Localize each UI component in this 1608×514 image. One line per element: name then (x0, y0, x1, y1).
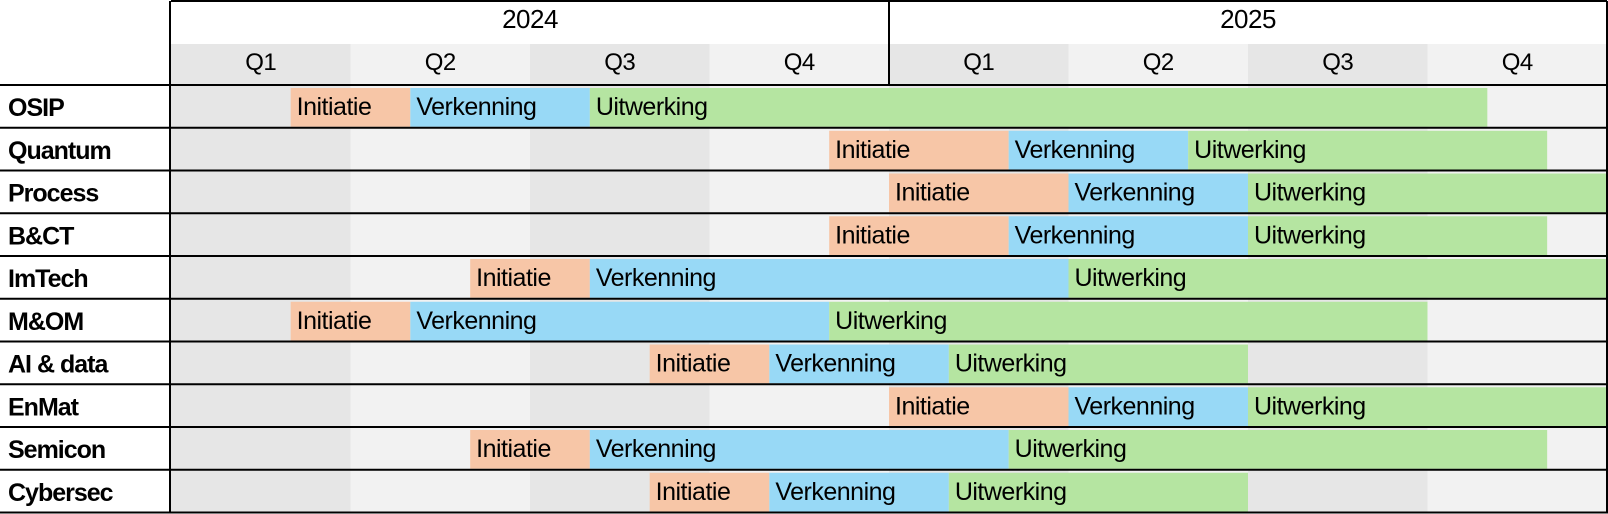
phase-label: Uitwerking (1254, 392, 1366, 420)
phase-bar-verk (769, 344, 949, 384)
phase-bar-init (889, 387, 1069, 426)
phase-label: Uitwerking (1194, 136, 1306, 164)
phase-bar-init (889, 173, 1069, 213)
phase-bar-uitw (1188, 130, 1548, 170)
phase-bar-uitw (1008, 430, 1548, 469)
quarter-label: Q2 (425, 49, 456, 76)
phase-bar-verk (589, 430, 1009, 469)
phase-label: Verkenning (596, 264, 716, 292)
quarter-label: Q1 (963, 49, 994, 76)
phase-label: Verkenning (1015, 221, 1135, 249)
phase-label: Uitwerking (596, 93, 708, 121)
phase-bar-uitw (589, 88, 1488, 127)
phase-bar-init (290, 301, 411, 341)
phase-label: Verkenning (775, 478, 895, 506)
phase-label: Initiatie (835, 221, 910, 249)
quarter-label: Q2 (1143, 49, 1174, 76)
phase-bar-verk (410, 88, 590, 127)
phase-bar-init (649, 472, 770, 512)
year-label: 2025 (1220, 4, 1276, 34)
row-label: Semicon (8, 436, 105, 464)
row-label: Process (8, 180, 98, 208)
row-label: Cybersec (8, 479, 114, 507)
quarter-label: Q4 (1502, 49, 1533, 76)
phase-label: Initiatie (656, 478, 731, 506)
row-label: EnMat (8, 393, 80, 421)
phase-label: Uitwerking (1254, 179, 1366, 207)
phase-bar-verk (1008, 130, 1189, 170)
phase-bar-uitw (829, 301, 1428, 341)
phase-label: Initiatie (835, 136, 910, 164)
phase-label: Initiatie (297, 307, 372, 335)
quarter-label: Q4 (784, 49, 815, 76)
phase-bar-init (290, 88, 411, 127)
row-label: M&OM (8, 308, 83, 336)
phase-bar-verk (410, 301, 830, 341)
quarter-label: Q3 (604, 49, 635, 76)
phase-bar-init (470, 259, 590, 298)
phase-label: Uitwerking (1015, 435, 1127, 463)
phase-label: Initiatie (895, 179, 970, 207)
phase-bar-verk (1068, 387, 1248, 426)
phase-label: Initiatie (476, 435, 551, 463)
phase-label: Initiatie (297, 93, 372, 121)
phase-label: Uitwerking (1254, 221, 1366, 249)
phase-bar-uitw (1248, 173, 1607, 213)
phase-label: Initiatie (476, 264, 551, 292)
phase-bar-verk (1068, 173, 1248, 213)
phase-bar-verk (589, 259, 1069, 298)
phase-bar-uitw (948, 344, 1248, 384)
row-label: B&CT (8, 222, 74, 250)
phase-bar-init (829, 216, 1009, 255)
phase-label: Verkenning (1075, 392, 1195, 420)
phase-label: Initiatie (656, 350, 731, 378)
phase-bar-init (649, 344, 770, 384)
phase-bar-verk (1008, 216, 1248, 255)
phase-bar-verk (769, 472, 949, 512)
year-label: 2024 (502, 4, 558, 34)
phase-label: Uitwerking (835, 307, 947, 335)
phase-bar-uitw (948, 472, 1248, 512)
row-label: ImTech (8, 265, 88, 293)
phase-label: Verkenning (416, 307, 536, 335)
phase-label: Verkenning (1015, 136, 1135, 164)
phase-bar-init (470, 430, 590, 469)
phase-label: Uitwerking (955, 350, 1067, 378)
phase-bar-uitw (1068, 259, 1607, 298)
row-label: Quantum (8, 137, 111, 165)
phase-label: Initiatie (895, 392, 970, 420)
phase-bar-init (829, 130, 1009, 170)
phase-bar-uitw (1248, 387, 1607, 426)
phase-label: Verkenning (416, 93, 536, 121)
phase-label: Uitwerking (955, 478, 1067, 506)
row-label: OSIP (8, 94, 64, 122)
quarter-label: Q3 (1322, 49, 1353, 76)
phase-bar-uitw (1248, 216, 1548, 255)
phase-label: Verkenning (775, 350, 895, 378)
phase-label: Uitwerking (1075, 264, 1187, 292)
row-label: AI & data (8, 351, 109, 379)
quarter-label: Q1 (245, 49, 276, 76)
phase-label: Verkenning (1075, 179, 1195, 207)
phase-label: Verkenning (596, 435, 716, 463)
